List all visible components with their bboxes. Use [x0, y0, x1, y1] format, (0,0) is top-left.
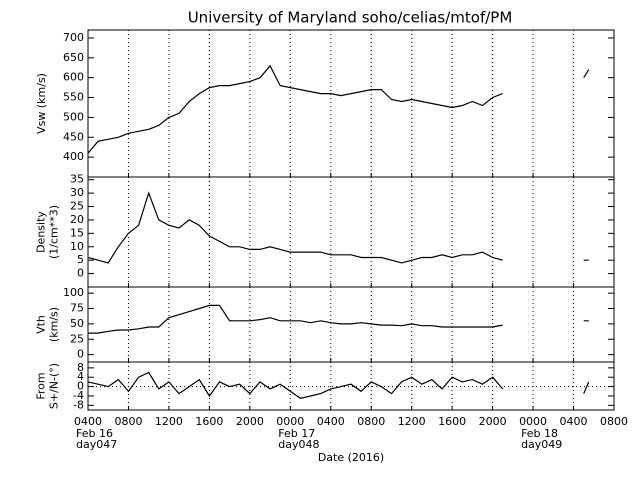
y-tick-label: 100 [63, 286, 84, 299]
y-tick-label: 15 [70, 226, 84, 239]
x-tick-label: 1200 [155, 415, 183, 428]
x-tick-label: 0800 [600, 415, 628, 428]
y-tick-label: 75 [70, 302, 84, 315]
plot-frame [87, 361, 615, 411]
x-tick-label: 2000 [236, 415, 264, 428]
data-line [87, 371, 590, 399]
y-tick-label: 500 [63, 110, 84, 123]
y-axis-label: (km/s) [48, 307, 61, 342]
day-label: day049 [521, 438, 562, 451]
x-tick-label: 0800 [114, 415, 142, 428]
y-tick-label: 550 [63, 91, 84, 104]
y-tick-label: 450 [63, 130, 84, 143]
x-tick-label: 1600 [195, 415, 223, 428]
data-line [87, 64, 590, 154]
y-tick-label: 30 [70, 186, 84, 199]
y-tick-label: -4 [73, 389, 84, 402]
y-tick-label: 25 [70, 332, 84, 345]
chart-title: University of Maryland soho/celias/mtof/… [188, 9, 513, 27]
y-tick-label: 35 [70, 173, 84, 186]
x-tick-label: 0400 [317, 415, 345, 428]
day-label: day048 [278, 438, 319, 451]
y-tick-label: 400 [63, 150, 84, 163]
y-tick-label: 20 [70, 213, 84, 226]
x-axis-label: Date (2016) [318, 451, 384, 464]
y-tick-label: 8 [77, 361, 84, 374]
x-tick-label: 1200 [398, 415, 426, 428]
data-line [88, 304, 589, 334]
y-tick-label: 700 [63, 31, 84, 44]
date-label: Feb 16 [76, 427, 113, 440]
y-tick-label: 600 [63, 71, 84, 84]
x-tick-label: 1600 [438, 415, 466, 428]
x-tick-label: 0000 [519, 415, 547, 428]
y-tick-label: 650 [63, 51, 84, 64]
y-axis-label: Density [35, 211, 48, 253]
y-tick-label: -8 [73, 398, 84, 411]
date-label: Feb 17 [278, 427, 315, 440]
y-tick-label: 4 [77, 370, 84, 383]
y-tick-label: 25 [70, 200, 84, 213]
date-label: Feb 18 [521, 427, 558, 440]
x-tick-label: 0400 [74, 415, 102, 428]
y-tick-label: 5 [77, 253, 84, 266]
y-tick-label: 0 [77, 380, 84, 393]
data-line [87, 191, 589, 264]
y-axis-label: S+/N-(°) [48, 363, 61, 409]
y-tick-label: 10 [70, 240, 84, 253]
y-tick-label: 0 [77, 267, 84, 280]
y-tick-label: 0 [77, 348, 84, 361]
x-tick-label: 0400 [560, 415, 588, 428]
x-tick-label: 0000 [276, 415, 304, 428]
y-axis-label: From [35, 372, 48, 399]
day-label: day047 [76, 438, 117, 451]
x-tick-label: 2000 [479, 415, 507, 428]
y-tick-label: 50 [70, 317, 84, 330]
y-axis-label: Vth [35, 315, 48, 334]
y-axis-label: (1/cm**3) [48, 205, 61, 259]
x-tick-label: 0800 [357, 415, 385, 428]
y-axis-label: Vsw (km/s) [35, 73, 48, 134]
